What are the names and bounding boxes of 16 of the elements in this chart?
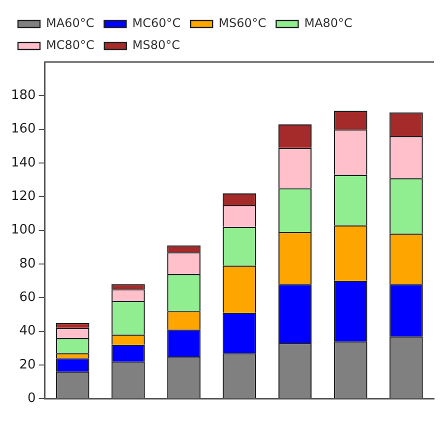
- legend-label: MS80°C: [132, 38, 180, 52]
- y-tick-label: 20: [19, 357, 36, 372]
- y-tick-label: 60: [19, 290, 36, 305]
- legend-label: MC60°C: [132, 16, 181, 30]
- y-tick-label: 160: [10, 122, 36, 137]
- legend-label: MA60°C: [46, 16, 94, 30]
- legend-label: MS60°C: [218, 16, 266, 30]
- legend-label: MC80°C: [46, 38, 94, 52]
- y-tick-label: 180: [10, 88, 36, 104]
- y-tick-label: 140: [10, 155, 36, 170]
- legend-label: MA80°C: [304, 16, 352, 30]
- y-tick-label: 0: [28, 390, 36, 406]
- y-tick-label: 120: [10, 189, 36, 204]
- y-tick-label: 80: [19, 256, 36, 272]
- y-tick-label: 40: [19, 324, 36, 339]
- y-tick-label: 100: [10, 222, 36, 238]
